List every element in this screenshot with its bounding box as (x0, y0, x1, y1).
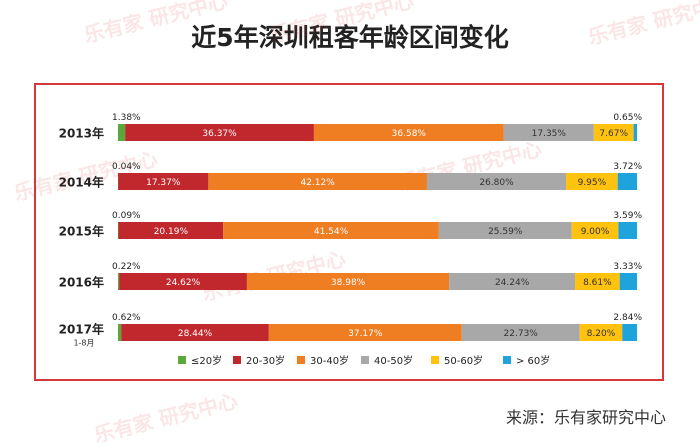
value-label: 17.35% (532, 129, 567, 139)
value-label: 7.67% (599, 129, 628, 139)
bar-segment (118, 324, 122, 341)
legend-swatch (297, 356, 305, 364)
bar-segment (313, 124, 504, 141)
value-label: 17.37% (146, 178, 181, 188)
legend-label: > 60岁 (516, 354, 550, 367)
value-label: 25.59% (488, 227, 523, 237)
bar-segment (619, 273, 637, 290)
bar-segment (579, 324, 623, 341)
bar-segment (121, 324, 269, 341)
bar-segment (622, 324, 637, 341)
value-label: 24.24% (495, 278, 530, 288)
value-label: 0.65% (613, 113, 642, 123)
value-label: 3.72% (613, 162, 642, 172)
value-label: 36.37% (202, 129, 237, 139)
chart-title: 近5年深圳租客年龄区间变化 (191, 23, 509, 52)
bar-segment (575, 273, 620, 290)
value-label: 0.09% (112, 211, 141, 221)
bar-segment (461, 324, 580, 341)
value-label: 42.12% (300, 178, 335, 188)
bar-segment (449, 273, 576, 290)
value-label: 3.33% (613, 262, 642, 272)
value-label: 24.62% (166, 278, 201, 288)
legend-swatch (431, 356, 439, 364)
chart-frame (34, 83, 664, 381)
bar-segment (593, 124, 634, 141)
legend-label: 30-40岁 (310, 354, 349, 367)
value-label: 9.00% (581, 227, 610, 237)
bar-segment (566, 173, 618, 190)
bar-segment (118, 173, 209, 190)
bar-segment (617, 173, 637, 190)
category-label: 2015年 (59, 224, 104, 239)
legend-label: 50-60岁 (444, 354, 483, 367)
value-label: 28.44% (178, 329, 213, 339)
value-label: 2.84% (613, 313, 642, 323)
bar-segment (438, 222, 572, 239)
bar-segment (503, 124, 594, 141)
value-label: 1.38% (112, 113, 141, 123)
value-label: 8.20% (587, 329, 616, 339)
value-label: 36.58% (392, 129, 427, 139)
value-label: 8.61% (583, 278, 612, 288)
value-label: 0.22% (112, 262, 141, 272)
legend-swatch (361, 356, 369, 364)
value-label: 37.17% (348, 329, 383, 339)
legend-label: 40-50岁 (374, 354, 413, 367)
legend-swatch (178, 356, 186, 364)
bar-segment (118, 273, 120, 290)
value-label: 9.95% (578, 178, 607, 188)
category-sublabel: 1-8月 (73, 339, 94, 348)
value-label: 3.59% (613, 211, 642, 221)
bar-segment (208, 173, 427, 190)
category-label: 2016年 (59, 275, 104, 290)
value-label: 26.80% (479, 178, 514, 188)
value-label: 38.98% (331, 278, 366, 288)
bar-segment (268, 324, 462, 341)
source-note: 来源：乐有家研究中心 (506, 408, 667, 427)
value-label: 0.04% (112, 162, 141, 172)
bar-segment (125, 124, 314, 141)
bar-segment (246, 273, 450, 290)
bar-segment (119, 273, 247, 290)
bar-segment (618, 222, 637, 239)
bar-segment (118, 222, 224, 239)
value-label: 20.19% (154, 227, 189, 237)
legend-label: 20-30岁 (246, 354, 285, 367)
legend-swatch (233, 356, 241, 364)
category-label: 2014年 (59, 175, 104, 190)
bar-segment (223, 222, 439, 239)
value-label: 22.73% (504, 329, 539, 339)
bar-segment (633, 124, 637, 141)
category-label: 2017年 (59, 322, 104, 337)
bar-segment (118, 124, 126, 141)
value-label: 0.62% (112, 313, 141, 323)
category-label: 2013年 (59, 126, 104, 141)
legend-swatch (503, 356, 511, 364)
bar-segment (571, 222, 619, 239)
legend-label: ≤20岁 (191, 354, 222, 367)
value-label: 41.54% (314, 227, 349, 237)
bar-segment (426, 173, 567, 190)
